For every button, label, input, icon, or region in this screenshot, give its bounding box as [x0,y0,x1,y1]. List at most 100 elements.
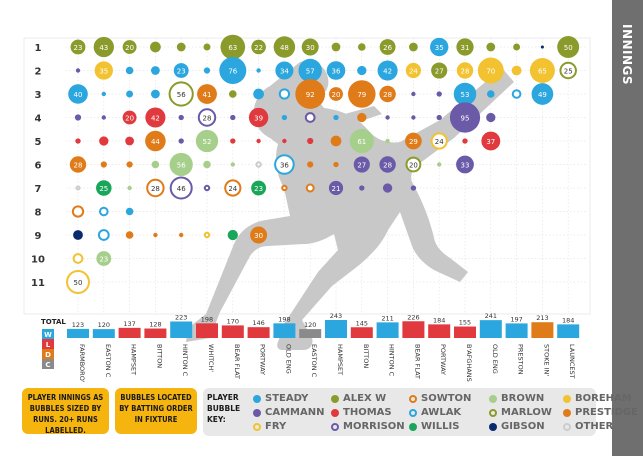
bubble-steady [281,114,288,121]
note-bubble-location: BUBBLES LOCATED BY BATTING ORDER IN FIXT… [115,388,197,434]
bubble-thomas [145,107,166,128]
sidebar-title: INNINGS [620,24,634,86]
total-value: 123 [72,321,84,329]
total-bar [531,322,554,338]
key-swatch-icon [563,394,571,403]
bubble-other [75,185,81,191]
fixture-label: BEAR FLAT [233,344,241,379]
bubble-label: 50 [74,279,83,287]
total-bar [221,325,244,338]
key-player-name: BOREHAM [575,393,632,404]
key-swatch-icon [253,422,261,431]
bubble-alex-w [358,43,366,51]
bubble-alex-w [486,42,496,52]
bubble-prestidge [69,156,87,173]
row-label: 8 [35,208,42,219]
bubble-alex-w [273,36,296,58]
bubble-label: 30 [306,44,315,52]
bubble-cammann [456,155,474,174]
bubble-steady [125,66,134,75]
key-swatch-icon [563,408,571,417]
bubble-label: 35 [99,67,108,75]
key-player-name: ALEX W [343,393,387,404]
key-player-name: SOWTON [421,393,472,404]
bubble-prestidge [250,226,268,244]
row-label: 5 [35,137,42,148]
key-swatch-icon [409,408,417,417]
fixture-label: LAUNCEST [568,344,576,379]
total-value: 213 [536,314,548,322]
bubble-label: 27 [357,161,366,169]
bubble-awlak [278,88,291,100]
bubble-label: 24 [409,67,418,75]
key-item-morrison: MORRISON [331,421,405,432]
total-value: 155 [459,319,471,327]
key-item-gibson: GIBSON [489,421,545,432]
bubble-steady [173,63,189,78]
key-swatch-icon [331,422,339,431]
bubble-label: 20 [125,44,134,52]
bubble-label: 42 [151,114,160,122]
bubble-label: 76 [228,67,237,75]
bubble-label: 52 [203,138,212,146]
key-swatch-icon [563,422,571,431]
bubble-label: 34 [280,67,289,75]
row-label: 3 [35,90,42,101]
total-value: 184 [433,316,445,324]
bubble-fry [430,132,448,150]
key-player-name: THOMAS [343,407,392,418]
total-value: 197 [510,315,522,323]
fixture-label: FARMBORO' [78,344,86,383]
key-swatch-icon [331,408,339,417]
bubble-label: 28 [151,185,160,193]
bubble-brown [96,251,112,266]
key-items: STEADY ALEX W SOWTON BROWN BOREHAM CAMMANN THO… [253,390,638,434]
bubble-label: 21 [332,185,341,193]
bubble-sowton [224,179,242,197]
bubble-cammann [449,102,481,133]
bubble-label: 79 [357,91,366,99]
fixture-label: HAMPSET [336,344,344,375]
bubble-alex-w [176,42,186,52]
bubble-label: 63 [228,44,237,52]
bubble-label: 25 [99,185,108,193]
fixture-label: PORTWAY [439,344,447,375]
bubble-cammann [328,180,344,196]
bubble-alex-w [513,43,521,51]
total-value: 223 [175,313,187,321]
total-bar [557,324,580,338]
row-labels: 1 2 3 4 5 6 7 8 9 10 11 [31,43,45,289]
result-legend-swatch [42,349,54,359]
bubble-steady [326,61,346,80]
key-item-marlow: MARLOW [489,407,552,418]
result-legend-label: W [44,331,52,339]
bubble-sowton [281,184,288,192]
key-player-name: CAMMANN [265,407,325,418]
bubble-thomas [125,136,134,146]
bubble-sowton [305,183,315,193]
key-swatch-icon [489,408,497,417]
fixture-label: OLD ENG [491,344,499,374]
bubble-boreham [456,62,474,79]
bubble-steady [101,91,106,97]
key-item-prestidge: PRESTIDGE [563,407,638,418]
bubble-steady [151,66,160,75]
bubble-label: 61 [357,138,366,146]
bubble-label: 36 [332,67,341,75]
bubble-thomas [230,138,236,144]
bubble-label: 20 [125,114,134,122]
bubble-alex-w [150,41,161,53]
totals-label: TOTAL [41,318,66,326]
bubble-label: 92 [306,91,315,99]
row-label: 9 [35,231,42,242]
result-legend-label: C [45,361,50,369]
bubble-morrison [169,176,193,200]
bubble-steady [377,60,398,81]
bubble-awlak [99,206,109,217]
bubble-thomas [248,107,269,128]
bubble-alex-w [70,39,86,55]
total-value: 226 [407,313,419,321]
total-value: 120 [304,321,316,329]
bubble-label: 46 [177,185,186,193]
bubble-label: 28 [74,161,83,169]
